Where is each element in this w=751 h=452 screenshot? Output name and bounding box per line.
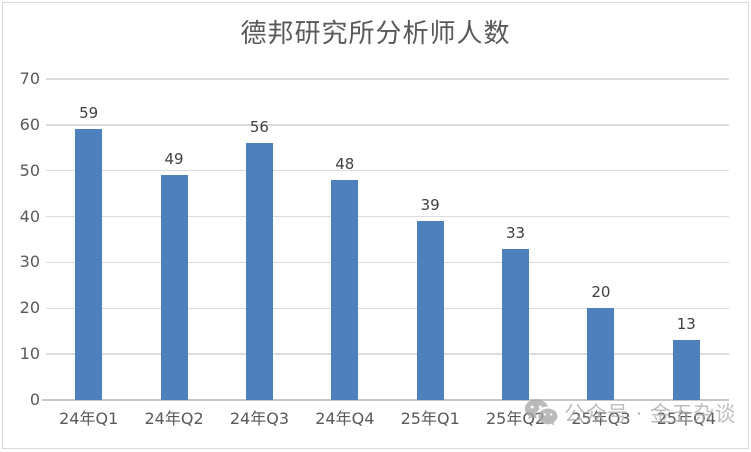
x-axis-tick-label: 25年Q2 [485, 409, 546, 428]
bar [672, 340, 700, 400]
x-axis-tick-label: 25年Q4 [656, 409, 716, 428]
y-axis-tick-label: 60 [19, 114, 40, 134]
y-axis-tick-label: 70 [19, 69, 40, 88]
x-axis-tick-label: 24年Q3 [229, 409, 289, 428]
bar-value-label: 39 [420, 196, 440, 215]
bar [416, 221, 444, 400]
bar [587, 308, 615, 400]
gridline [46, 169, 729, 172]
bar-value-label: 48 [335, 154, 355, 173]
gridline [46, 353, 729, 355]
bar [245, 143, 273, 400]
x-axis-tick-label: 25年Q3 [571, 409, 631, 428]
x-axis-tick-label: 25年Q1 [400, 409, 460, 428]
y-axis-tick-label: 50 [19, 160, 40, 180]
bar [160, 175, 188, 400]
bar [502, 248, 530, 400]
bar-value-label: 49 [164, 150, 184, 169]
gridline [46, 78, 729, 80]
bar [75, 129, 103, 400]
y-axis-tick-label: 10 [19, 344, 40, 364]
y-axis-tick-label: 0 [29, 390, 40, 409]
x-axis-line [42, 399, 729, 401]
chart-title: 德邦研究所分析师人数 [240, 19, 511, 49]
gridline [46, 215, 729, 218]
bar-value-label: 20 [591, 283, 611, 302]
y-axis-tick-label: 20 [19, 298, 40, 318]
bar-value-label: 59 [79, 104, 99, 123]
bar-value-label: 56 [249, 118, 269, 137]
x-axis-tick-label: 24年Q1 [59, 409, 119, 428]
x-axis-tick-label: 24年Q4 [315, 409, 375, 428]
gridline [46, 124, 729, 126]
bar-value-label: 33 [506, 223, 526, 242]
y-axis-tick-label: 30 [19, 252, 40, 272]
bar-value-label: 13 [676, 315, 696, 334]
y-axis-tick-label: 40 [19, 206, 40, 226]
x-axis-tick-label: 24年Q2 [144, 409, 204, 428]
gridline [46, 307, 729, 310]
bar [331, 179, 359, 400]
gridline [46, 261, 729, 264]
